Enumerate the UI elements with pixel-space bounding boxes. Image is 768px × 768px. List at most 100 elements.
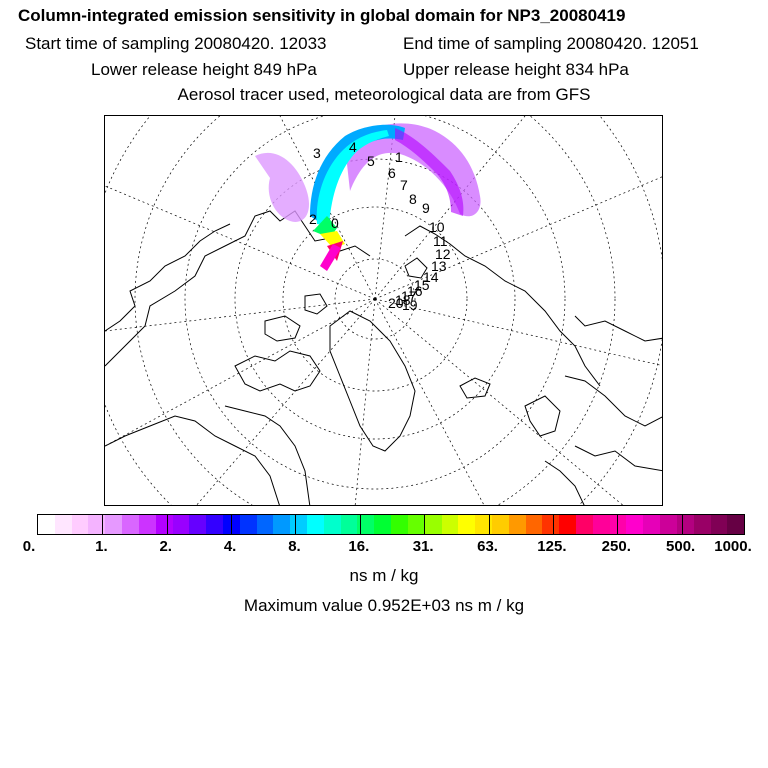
colorbar-tick-label: 8.	[288, 538, 301, 555]
traj-label-18: 18	[395, 292, 411, 308]
map-canvas: 3 4 5 1 6 7 8 9 10 11 12 13 14 15 16 17 …	[105, 116, 662, 505]
colorbar-cell	[88, 515, 106, 534]
colorbar-cell	[660, 515, 677, 534]
colorbar-cell	[357, 515, 375, 534]
colorbar-cell	[475, 515, 492, 534]
colorbar-cell	[323, 515, 341, 534]
polar-map: 3 4 5 1 6 7 8 9 10 11 12 13 14 15 16 17 …	[104, 115, 663, 506]
colorbar-separator	[617, 515, 619, 534]
traj-label-0: 0	[331, 215, 339, 231]
colorbar-tick-label: 1.	[95, 538, 108, 555]
colorbar-cell	[239, 515, 257, 534]
colorbar-cell	[525, 515, 543, 534]
emission-plume	[255, 123, 481, 271]
colorbar-cell	[155, 515, 173, 534]
colorbar-cell	[189, 515, 207, 534]
start-time-label: Start time of sampling 20080420. 12033	[25, 34, 327, 53]
colorbar-cell	[592, 515, 610, 534]
upper-release-label: Upper release height 834 hPa	[403, 60, 629, 79]
traj-label-6: 6	[388, 165, 396, 181]
traj-label-5: 5	[367, 153, 375, 169]
colorbar-cell	[710, 515, 728, 534]
lower-release-label: Lower release height 849 hPa	[91, 60, 317, 79]
colorbar-cell	[508, 515, 526, 534]
colorbar-separator	[488, 515, 490, 534]
colorbar-cell	[643, 515, 661, 534]
colorbar-cell	[576, 515, 593, 534]
colorbar-cell	[256, 515, 274, 534]
traj-label-8: 8	[409, 191, 417, 207]
coastlines	[105, 210, 662, 505]
meridians	[105, 116, 662, 505]
end-time-label: End time of sampling 20080420. 12051	[403, 34, 699, 53]
colorbar-cell	[491, 515, 509, 534]
colorbar-tick-label: 2.	[159, 538, 172, 555]
colorbar-separator	[102, 515, 104, 534]
traj-label-15: 15	[414, 277, 430, 293]
traj-label-20: 20	[388, 295, 404, 311]
colorbar-units: ns m / kg	[349, 566, 419, 585]
traj-label-16: 16	[407, 283, 423, 299]
traj-label-7: 7	[400, 177, 408, 193]
colorbar-cell	[542, 515, 560, 534]
colorbar-cell	[206, 515, 223, 534]
colorbar-separator	[424, 515, 426, 534]
colorbar-cell	[626, 515, 644, 534]
traj-label-14: 14	[423, 269, 439, 285]
colorbar-cell	[340, 515, 358, 534]
traj-label-3: 3	[313, 145, 321, 161]
traj-label-19: 19	[402, 297, 418, 313]
traj-label-13: 13	[431, 258, 447, 274]
colorbar-cell	[407, 515, 425, 534]
colorbar-separator	[681, 515, 683, 534]
colorbar-tick-label: 63.	[477, 538, 498, 555]
colorbar-cell	[391, 515, 408, 534]
colorbar-cell	[54, 515, 72, 534]
colorbar-cell	[138, 515, 156, 534]
colorbar-cell	[290, 515, 307, 534]
traj-label-17: 17	[401, 288, 417, 304]
colorbar-cell	[38, 515, 55, 534]
colorbar-cell	[122, 515, 139, 534]
traj-label-11: 11	[433, 233, 448, 249]
colorbar-tick-label: 4.	[223, 538, 237, 555]
traj-label-9: 9	[422, 200, 430, 216]
figure-title: Column-integrated emission sensitivity i…	[18, 6, 626, 25]
traj-label-2: 2	[309, 211, 317, 227]
colorbar-tick-label: 250.	[601, 538, 631, 555]
colorbar-ticks: 0. 1. 2. 4. 8. 16. 31. 63. 125. 250. 500. 1000.	[0, 538, 768, 558]
traj-label-10: 10	[429, 219, 445, 235]
max-value-text: Maximum value 0.952E+03 ns m / kg	[243, 596, 525, 615]
colorbar-cell	[676, 515, 694, 534]
colorbar-separator	[295, 515, 297, 534]
colorbar-separator	[231, 515, 233, 534]
colorbar-cell	[71, 515, 89, 534]
colorbar-cell	[458, 515, 476, 534]
colorbar	[37, 514, 745, 535]
colorbar-cell	[105, 515, 123, 534]
traj-label-12: 12	[435, 246, 451, 262]
colorbar-separator	[552, 515, 554, 534]
traj-label-4: 4	[349, 139, 357, 155]
colorbar-cell	[424, 515, 442, 534]
colorbar-tick-label: 16.	[348, 538, 370, 555]
colorbar-cell	[693, 515, 711, 534]
colorbar-cell	[374, 515, 392, 534]
colorbar-separator	[359, 515, 361, 534]
colorbar-tick-label: 1000.	[714, 538, 752, 555]
colorbar-cell	[307, 515, 324, 534]
latitude-circles	[105, 116, 662, 505]
colorbar-cell	[172, 515, 190, 534]
colorbar-tick-label: 125.	[537, 538, 567, 555]
colorbar-cell	[559, 515, 576, 534]
tracer-info: Aerosol tracer used, meteorological data…	[177, 85, 591, 104]
colorbar-tick-label: 31.	[412, 538, 434, 555]
traj-label-1: 1	[395, 149, 403, 165]
colorbar-tick-label: 500.	[666, 538, 696, 555]
colorbar-separator	[166, 515, 168, 534]
colorbar-cell	[441, 515, 459, 534]
trajectory-labels: 3 4 5 1 6 7 8 9 10 11 12 13 14 15 16 17 …	[309, 139, 451, 313]
colorbar-tick-label: 0.	[22, 538, 36, 555]
colorbar-cell	[727, 515, 745, 534]
colorbar-cell	[273, 515, 291, 534]
